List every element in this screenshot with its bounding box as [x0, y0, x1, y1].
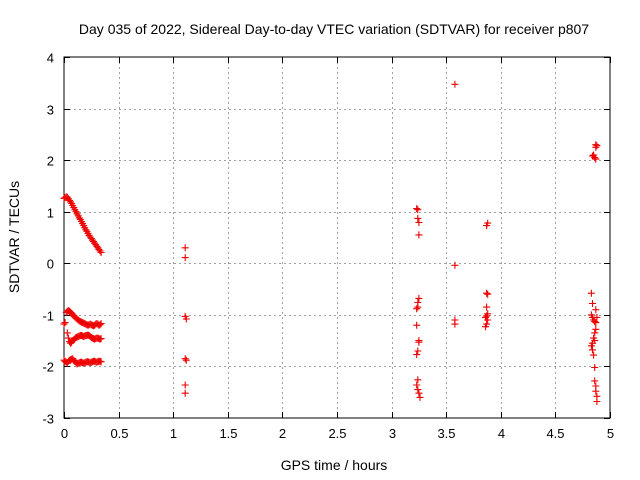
- y-tick-label: 3: [47, 103, 54, 118]
- x-tick-label: 1: [170, 426, 177, 441]
- data-point: [97, 320, 105, 328]
- data-point: [181, 381, 189, 389]
- data-point: [592, 143, 600, 151]
- data-point: [451, 80, 459, 88]
- data-point: [61, 319, 69, 327]
- data-point: [96, 247, 104, 255]
- data-point: [416, 393, 424, 401]
- data-point: [414, 303, 422, 311]
- y-tick-label: -1: [42, 309, 54, 324]
- x-tick-label: 4.5: [546, 426, 564, 441]
- data-point: [592, 155, 600, 163]
- data-point: [484, 316, 492, 324]
- data-point: [96, 321, 104, 329]
- data-point: [413, 321, 421, 329]
- data-point: [483, 303, 491, 311]
- data-point: [63, 329, 71, 337]
- data-point: [592, 325, 600, 333]
- data-point: [415, 219, 423, 226]
- data-points: [60, 80, 601, 405]
- y-tick-label: 1: [47, 206, 54, 221]
- data-point: [592, 387, 600, 395]
- data-point: [591, 377, 599, 385]
- data-point: [484, 290, 492, 298]
- data-point: [593, 313, 601, 321]
- x-tick-label: 3: [389, 426, 396, 441]
- data-point: [414, 214, 422, 222]
- data-point: [591, 364, 599, 371]
- x-tick-label: 2: [279, 426, 286, 441]
- data-point: [414, 376, 422, 384]
- y-tick-label: 4: [47, 51, 54, 66]
- data-point: [413, 381, 421, 389]
- data-point: [60, 320, 68, 328]
- data-point: [75, 214, 83, 222]
- x-tick-label: 0.5: [110, 426, 128, 441]
- data-point: [97, 249, 105, 256]
- data-point: [414, 206, 422, 214]
- data-point: [182, 356, 190, 364]
- data-point: [413, 351, 421, 359]
- data-point: [414, 347, 422, 355]
- y-tick-labels: -3 -2 -1 0 1 2 3 4: [42, 51, 54, 427]
- data-point: [97, 358, 105, 366]
- y-tick-label: -2: [42, 360, 54, 375]
- data-point: [181, 355, 189, 363]
- data-point: [181, 254, 189, 262]
- data-point: [415, 338, 423, 346]
- data-point: [182, 315, 190, 323]
- data-point: [67, 198, 75, 206]
- data-point: [64, 334, 72, 342]
- x-tick-label: 0: [61, 426, 68, 441]
- data-point: [82, 226, 90, 234]
- data-point: [587, 289, 595, 297]
- chart-title: Day 035 of 2022, Sidereal Day-to-day VTE…: [79, 21, 589, 37]
- data-point: [590, 351, 598, 359]
- y-tick-label: 2: [47, 154, 54, 169]
- x-tick-label: 4: [498, 426, 505, 441]
- data-point: [589, 300, 596, 307]
- grid-lines: [64, 57, 610, 418]
- data-point: [97, 335, 105, 343]
- y-tick-label: 0: [47, 257, 54, 272]
- data-point: [589, 346, 596, 354]
- data-point: [483, 289, 491, 297]
- data-point: [482, 323, 489, 331]
- x-tick-label: 2.5: [328, 426, 346, 441]
- data-point: [415, 294, 423, 302]
- data-point: [587, 342, 595, 350]
- x-axis-label: GPS time / hours: [281, 457, 388, 473]
- data-point: [593, 398, 601, 405]
- data-point: [415, 231, 423, 239]
- data-point: [593, 142, 601, 150]
- data-point: [413, 305, 421, 313]
- data-point: [181, 389, 189, 397]
- data-point: [413, 205, 421, 213]
- data-point: [451, 320, 459, 328]
- data-point: [414, 386, 422, 394]
- data-point: [181, 244, 189, 252]
- data-point: [483, 222, 491, 230]
- data-point: [591, 318, 599, 326]
- x-tick-labels: 0 0.5 1 1.5 2 2.5 3 3.5 4 4.5 5: [61, 426, 614, 441]
- y-axis-label: SDTVAR / TECUs: [6, 181, 22, 293]
- data-point: [589, 152, 596, 160]
- x-tick-label: 5: [607, 426, 614, 441]
- x-tick-label: 3.5: [437, 426, 455, 441]
- data-point: [451, 261, 459, 269]
- x-tick-label: 1.5: [219, 426, 237, 441]
- data-point: [483, 312, 491, 320]
- data-point: [592, 306, 600, 314]
- data-point: [415, 389, 423, 397]
- data-point: [591, 329, 599, 337]
- y-tick-label: -3: [42, 412, 54, 427]
- data-point: [592, 319, 600, 327]
